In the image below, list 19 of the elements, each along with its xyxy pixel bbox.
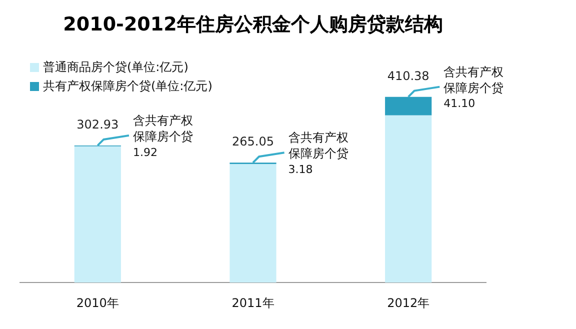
data-label: 1.92 <box>132 146 158 159</box>
chart-title: 2010-2012年住房公积金个人购房贷款结构 <box>63 13 443 36</box>
bar <box>385 96 432 116</box>
bar <box>385 115 432 283</box>
bar <box>74 146 121 283</box>
data-label: 41.10 <box>444 97 476 110</box>
annotation: 含共有产权保障房个贷 <box>132 114 193 144</box>
legend-label: 共有产权保障房个贷(单位:亿元) <box>43 78 212 95</box>
x-tick-label: 2012年 <box>387 296 430 310</box>
total-label: 410.38 <box>387 68 430 83</box>
legend-label: 普通商品房个贷(单位:亿元) <box>43 59 188 76</box>
total-label: 265.05 <box>232 134 274 149</box>
annotation: 含共有产权保障房个贷 <box>444 64 504 95</box>
x-tick-label: 2010年 <box>76 296 119 310</box>
data-label: 3.18 <box>288 162 313 176</box>
bar <box>230 164 276 283</box>
total-label: 302.93 <box>76 118 119 132</box>
annotation: 含共有产权保障房个贷 <box>288 130 348 161</box>
x-tick-label: 2011年 <box>232 296 274 310</box>
